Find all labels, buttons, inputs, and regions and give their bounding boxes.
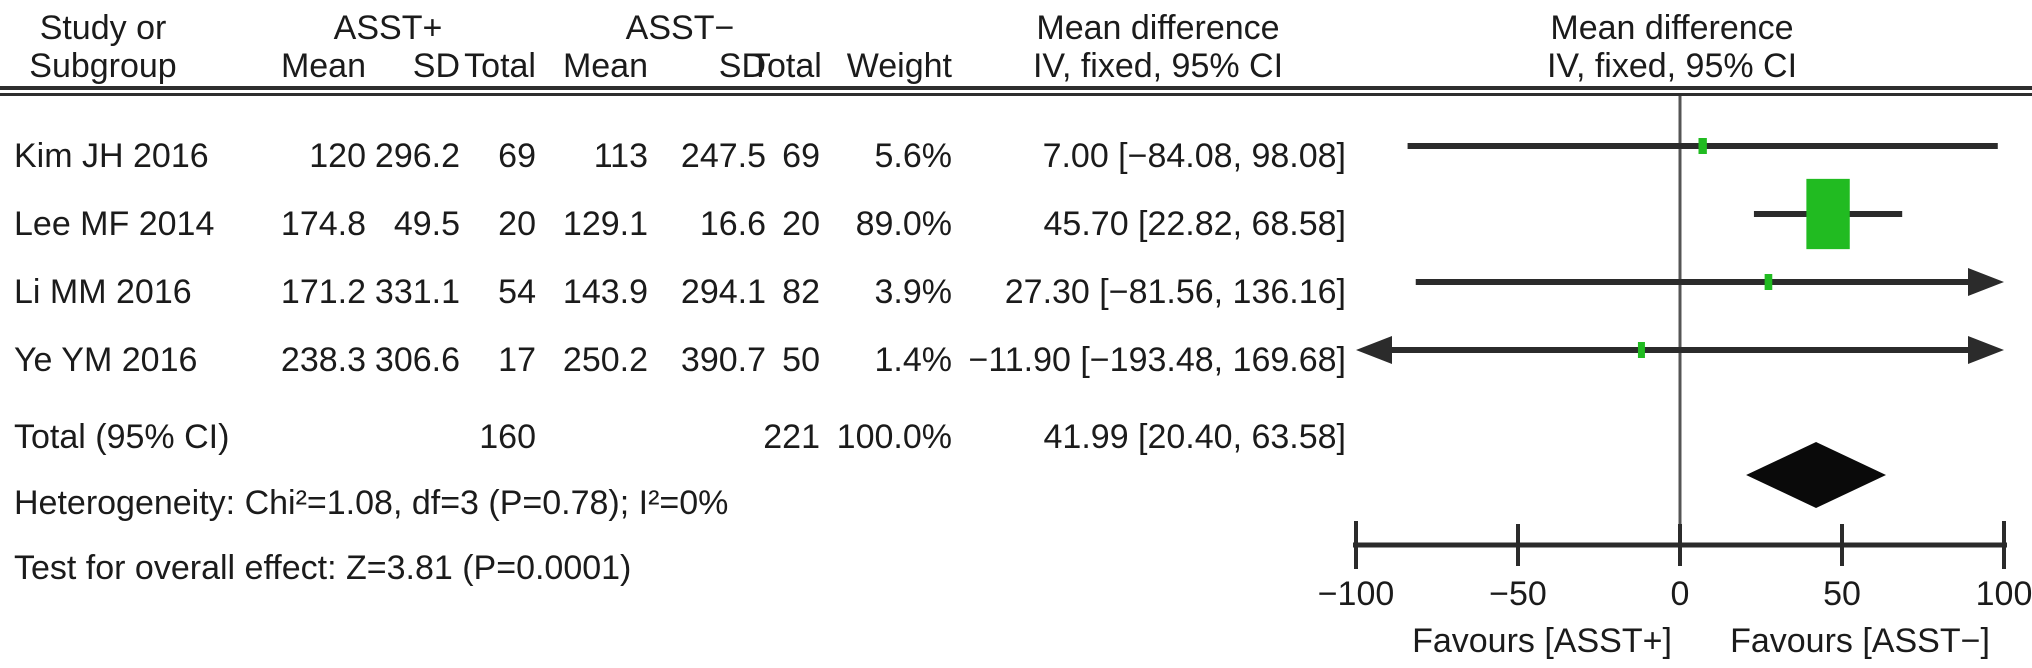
header-total-2: Total [750, 47, 822, 85]
point-estimate-marker [1637, 342, 1645, 358]
header-divider-line [0, 86, 2032, 96]
cell-ci-text: −11.90 [−193.48, 169.68] [968, 341, 1347, 379]
cell-total1: 20 [498, 205, 536, 243]
header-sd-2: SD [718, 47, 766, 85]
cell-mean1: 171.2 [280, 273, 366, 311]
header-group-asst-negative: ASST− [625, 9, 735, 47]
cell-weight: 5.6% [874, 137, 953, 175]
cell-sd2: 247.5 [680, 137, 766, 175]
total-weight: 100.0% [836, 418, 952, 456]
cell-total1: 69 [498, 137, 536, 175]
x-axis-tick-label: −50 [1489, 575, 1547, 613]
cell-sd1: 306.6 [374, 341, 460, 379]
cell-mean1: 174.8 [280, 205, 366, 243]
header-sd-1: SD [412, 47, 460, 85]
header-mean-2: Mean [562, 47, 648, 85]
heterogeneity-text: Heterogeneity: Chi²=1.08, df=3 (P=0.78);… [14, 484, 729, 522]
cell-total1: 17 [498, 341, 536, 379]
cell-study: Li MM 2016 [14, 273, 192, 311]
cell-mean2: 113 [593, 137, 648, 175]
cell-sd1: 296.2 [374, 137, 460, 175]
ci-arrow-right [1968, 336, 2004, 364]
cell-study: Kim JH 2016 [14, 137, 209, 175]
header-study-line1: Study or [39, 9, 167, 47]
x-axis-tick-label: 100 [1976, 575, 2032, 613]
header-weight: Weight [846, 47, 952, 85]
cell-mean2: 250.2 [562, 341, 648, 379]
cell-sd2: 390.7 [680, 341, 766, 379]
total-label: Total (95% CI) [14, 418, 230, 456]
cell-total2: 50 [782, 341, 820, 379]
header-group-asst-positive: ASST+ [333, 9, 443, 47]
cell-study: Lee MF 2014 [14, 205, 215, 243]
header-study-line2: Subgroup [29, 47, 177, 85]
total-n-asst-negative: 221 [763, 418, 820, 456]
x-axis-tick-label: 0 [1671, 575, 1690, 613]
cell-weight: 3.9% [874, 273, 953, 311]
point-estimate-marker [1806, 178, 1850, 250]
ci-arrow-left [1356, 336, 1392, 364]
total-n-asst-positive: 160 [479, 418, 536, 456]
point-estimate-marker [1698, 138, 1707, 154]
header-mean-difference-right-line2: IV, fixed, 95% CI [1546, 47, 1798, 85]
cell-ci-text: 7.00 [−84.08, 98.08] [1042, 137, 1346, 175]
total-diamond [1746, 442, 1886, 508]
cell-sd2: 294.1 [680, 273, 766, 311]
cell-sd1: 331.1 [374, 273, 460, 311]
favours-left-label: Favours [ASST+] [1412, 622, 1672, 660]
cell-ci-text: 27.30 [−81.56, 136.16] [1004, 273, 1346, 311]
cell-study: Ye YM 2016 [14, 341, 198, 379]
header-mean-1: Mean [280, 47, 366, 85]
cell-ci-text: 45.70 [22.82, 68.58] [1043, 205, 1346, 243]
cell-sd2: 16.6 [699, 205, 766, 243]
cell-weight: 1.4% [874, 341, 953, 379]
overall-effect-text: Test for overall effect: Z=3.81 (P=0.000… [14, 549, 632, 587]
cell-total2: 82 [782, 273, 820, 311]
total-ci-text: 41.99 [20.40, 63.58] [1043, 418, 1346, 456]
cell-total1: 54 [498, 273, 536, 311]
ci-arrow-right [1968, 268, 2004, 296]
x-axis-tick-label: 50 [1823, 575, 1861, 613]
cell-total2: 20 [782, 205, 820, 243]
x-axis-tick-label: −100 [1318, 575, 1395, 613]
cell-mean2: 143.9 [562, 273, 648, 311]
header-total-1: Total [464, 47, 536, 85]
header-mean-difference-left-line2: IV, fixed, 95% CI [1032, 47, 1284, 85]
cell-mean2: 129.1 [562, 205, 648, 243]
header-mean-difference-right-line1: Mean difference [1550, 9, 1794, 47]
cell-mean1: 120 [309, 137, 366, 175]
cell-sd1: 49.5 [393, 205, 460, 243]
header-mean-difference-left-line1: Mean difference [1036, 9, 1280, 47]
cell-total2: 69 [782, 137, 820, 175]
cell-mean1: 238.3 [280, 341, 366, 379]
favours-right-label: Favours [ASST−] [1730, 622, 1990, 660]
point-estimate-marker [1764, 274, 1773, 290]
cell-weight: 89.0% [855, 205, 952, 243]
